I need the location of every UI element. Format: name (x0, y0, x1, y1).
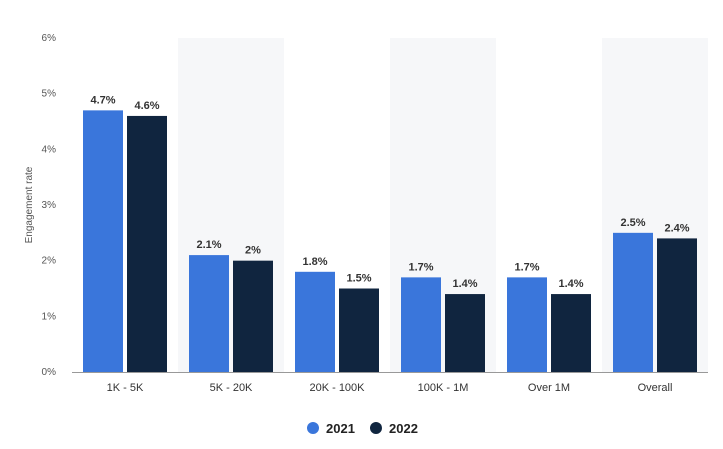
data-label: 1.7% (408, 261, 433, 273)
data-label: 1.8% (302, 256, 327, 268)
data-label: 2.1% (196, 239, 221, 251)
category-bands (178, 38, 708, 372)
legend-marker-2021[interactable] (307, 422, 319, 434)
legend[interactable]: 2021 2022 (307, 421, 418, 436)
data-label: 2.5% (620, 217, 645, 229)
bar-2021[interactable] (507, 277, 547, 372)
data-label: 1.4% (452, 278, 477, 290)
y-tick-label: 6% (42, 33, 57, 44)
y-tick-label: 1% (42, 311, 57, 322)
bar-2021[interactable] (189, 255, 229, 372)
y-axis-title: Engagement rate (24, 166, 35, 243)
data-label: 1.5% (346, 273, 371, 285)
bar-2022[interactable] (445, 294, 485, 372)
data-label: 1.4% (558, 278, 583, 290)
data-label: 4.6% (134, 100, 159, 112)
x-tick-label: 20K - 100K (309, 382, 365, 394)
bar-2021[interactable] (613, 232, 653, 372)
y-tick-label: 0% (42, 367, 57, 378)
data-label: 2.4% (664, 222, 689, 234)
data-label: 4.7% (90, 94, 115, 106)
bars (83, 110, 697, 372)
x-tick-label: 100K - 1M (418, 382, 469, 394)
bar-2022[interactable] (339, 288, 379, 373)
x-tick-label: Over 1M (528, 382, 570, 394)
x-tick-label: 5K - 20K (210, 382, 253, 394)
bar-2022[interactable] (233, 260, 273, 372)
x-tick-label: Overall (638, 382, 673, 394)
data-label: 2% (245, 245, 261, 257)
y-axis: 0% 1% 2% 3% 4% 5% 6% (42, 33, 57, 378)
legend-label-2022[interactable]: 2022 (389, 421, 418, 436)
bar-2021[interactable] (401, 277, 441, 372)
legend-label-2021[interactable]: 2021 (326, 421, 355, 436)
bar-2021[interactable] (83, 110, 123, 372)
y-tick-label: 4% (42, 144, 57, 155)
x-tick-label: 1K - 5K (107, 382, 144, 394)
bar-2021[interactable] (295, 271, 335, 372)
bar-2022[interactable] (127, 115, 167, 372)
legend-marker-2022[interactable] (370, 422, 382, 434)
data-labels: 4.7% 4.6% 2.1% 2% 1.8% 1.5% 1.7% 1.4% 1.7% 1.4% 2.… (90, 94, 689, 290)
x-axis: 1K - 5K 5K - 20K 20K - 100K 100K - 1M Over 1… (72, 372, 708, 394)
data-label: 1.7% (514, 261, 539, 273)
bar-2022[interactable] (657, 238, 697, 372)
y-tick-label: 5% (42, 89, 57, 100)
y-tick-label: 3% (42, 200, 57, 211)
y-tick-label: 2% (42, 256, 57, 267)
bar-2022[interactable] (551, 294, 591, 372)
